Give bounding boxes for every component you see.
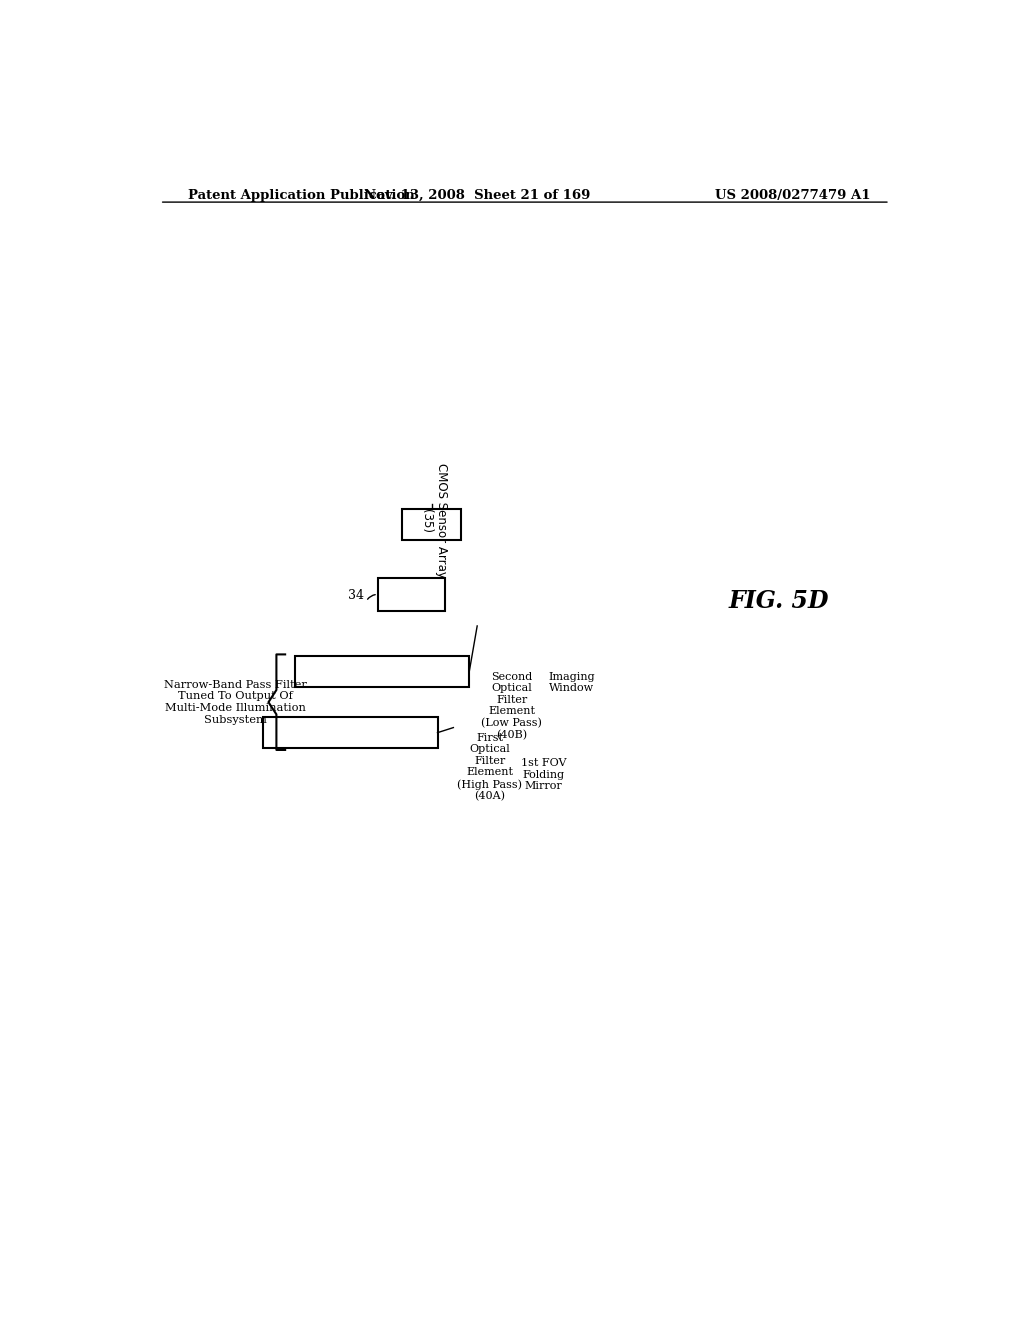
Text: CMOS Sensor Array
(35): CMOS Sensor Array (35) [420,463,447,578]
Text: Nov. 13, 2008  Sheet 21 of 169: Nov. 13, 2008 Sheet 21 of 169 [364,189,591,202]
Text: First
Optical
Filter
Element
(High Pass)
(40A): First Optical Filter Element (High Pass)… [458,733,522,801]
Text: 34: 34 [348,589,365,602]
Text: FIG. 5D: FIG. 5D [728,589,829,612]
Bar [378,578,445,611]
Text: Narrow-Band Pass Filter
Tuned To Output Of
Multi-Mode Illumination
Subsystem: Narrow-Band Pass Filter Tuned To Output … [164,680,306,725]
Bar [295,656,469,686]
Bar [401,510,461,540]
Text: Patent Application Publication: Patent Application Publication [187,189,415,202]
Text: Imaging
Window: Imaging Window [549,672,595,693]
Bar [263,718,437,748]
Text: Second
Optical
Filter
Element
(Low Pass)
(40B): Second Optical Filter Element (Low Pass)… [481,672,542,741]
Text: US 2008/0277479 A1: US 2008/0277479 A1 [715,189,870,202]
Text: 1st FOV
Folding
Mirror: 1st FOV Folding Mirror [521,758,566,791]
